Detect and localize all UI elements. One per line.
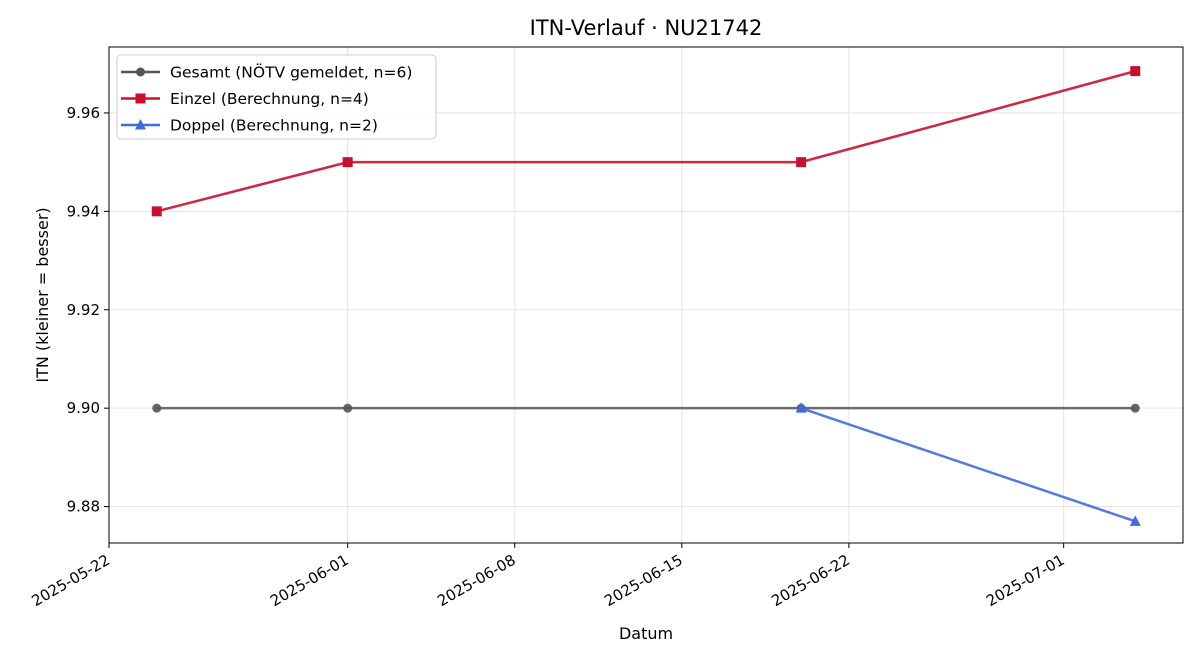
y-tick-label: 9.92 — [67, 301, 100, 319]
einzel-point — [151, 206, 162, 217]
gesamt-point — [152, 403, 162, 413]
series-doppel — [795, 402, 1141, 526]
gesamt-point — [1130, 403, 1140, 413]
doppel-line — [800, 406, 1136, 523]
series-layer — [151, 66, 1141, 526]
einzel-line — [156, 69, 1136, 213]
x-tick-label: 2025-06-01 — [267, 551, 352, 610]
y-tick-label: 9.96 — [67, 104, 100, 122]
x-tick-label: 2025-06-22 — [768, 551, 853, 610]
einzel-point — [796, 157, 807, 168]
x-tick-label: 2025-05-22 — [28, 551, 113, 610]
legend-gesamt-label: Gesamt (NÖTV gemeldet, n=6) — [170, 63, 412, 82]
legend-frame — [116, 54, 437, 140]
series-gesamt — [152, 403, 1140, 413]
einzel-point — [1130, 66, 1141, 77]
gesamt-point — [343, 403, 353, 413]
legend-einzel-marker — [135, 93, 146, 104]
einzel-point — [342, 157, 353, 168]
series-einzel — [151, 66, 1141, 217]
x-axis-label: Datum — [619, 624, 673, 643]
y-axis-label: ITN (kleiner = besser) — [33, 207, 52, 382]
legend-doppel-label: Doppel (Berechnung, n=2) — [170, 117, 378, 135]
x-tick-label: 2025-06-15 — [601, 551, 686, 610]
y-tick-label: 9.90 — [67, 399, 100, 417]
x-tick-label: 2025-07-01 — [983, 551, 1068, 610]
legend: Gesamt (NÖTV gemeldet, n=6) Einzel (Berec… — [116, 54, 437, 140]
plot-frame — [108, 46, 1184, 544]
y-tick-label: 9.88 — [67, 498, 100, 516]
doppel-point — [1129, 515, 1141, 526]
ticks-layer: 2025-05-22 2025-06-01 2025-06-08 2025-06-15… — [28, 104, 1067, 610]
x-tick-label: 2025-06-08 — [434, 551, 519, 610]
legend-gesamt-marker — [136, 67, 145, 77]
legend-doppel-marker — [135, 119, 146, 130]
legend-einzel-label: Einzel (Berechnung, n=4) — [170, 90, 369, 108]
chart-title: ITN-Verlauf · NU21742 — [530, 16, 763, 40]
y-tick-label: 9.94 — [67, 202, 100, 220]
doppel-point — [795, 402, 807, 413]
